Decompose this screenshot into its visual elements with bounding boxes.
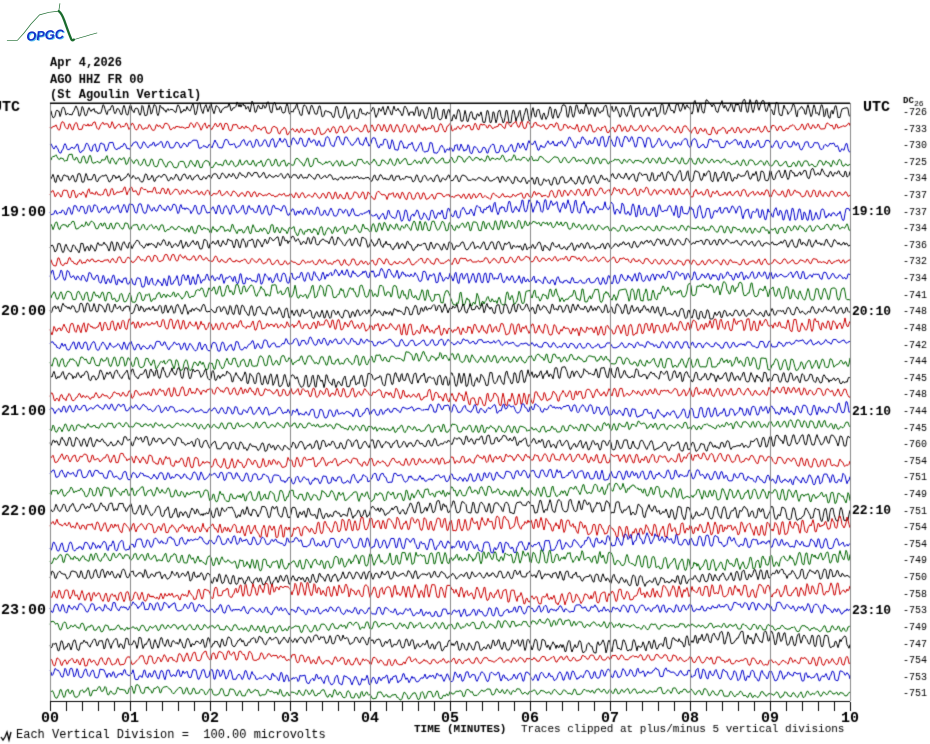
svg-text:OPGC: OPGC xyxy=(26,26,65,44)
